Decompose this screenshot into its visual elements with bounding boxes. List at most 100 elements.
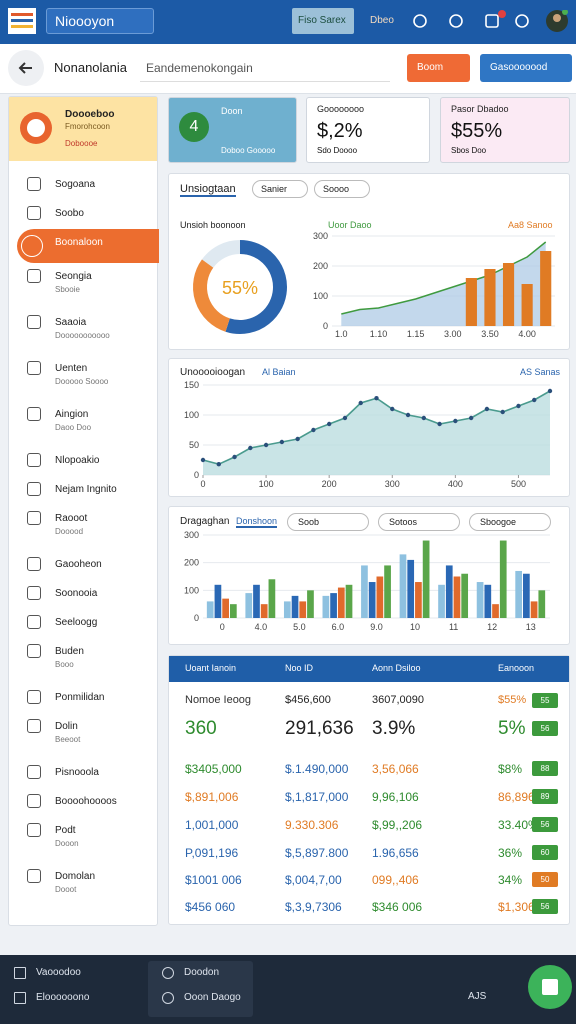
status: AJS xyxy=(468,991,487,1002)
cell: $,004,7,00 xyxy=(285,873,342,887)
decor-svg xyxy=(20,112,52,144)
footer-item[interactable]: Vaooodoo xyxy=(36,967,81,978)
nav-sub: Dooooooooooo xyxy=(55,331,110,340)
decor-circle xyxy=(27,119,45,137)
badge: 89 xyxy=(532,789,558,804)
nav-item[interactable]: Nlopoakio xyxy=(55,455,100,466)
badge: 60 xyxy=(532,845,558,860)
tab[interactable]: Donshoon xyxy=(236,516,278,528)
decor-rect xyxy=(11,25,33,28)
nav-item[interactable]: Aingion xyxy=(55,409,89,420)
stat-value: $55% xyxy=(451,120,503,142)
stat-label: Doon xyxy=(221,106,243,116)
item-icon xyxy=(27,869,41,883)
nav-item[interactable]: Saaoia xyxy=(55,317,87,328)
filter[interactable]: Sanier xyxy=(252,180,308,198)
item-icon xyxy=(21,235,43,257)
decor-rect xyxy=(11,19,33,22)
app-switcher[interactable]: Nioooyon xyxy=(46,8,154,34)
nav-item[interactable]: Uenten xyxy=(55,363,88,374)
filter[interactable]: Soooo xyxy=(314,180,370,198)
item-icon xyxy=(27,206,41,220)
nav-item[interactable]: Sogoana xyxy=(55,179,96,190)
stat-card: 4 Doon Doboo Gooooo xyxy=(168,97,297,163)
stat-note: Sdo Doooo xyxy=(317,146,358,155)
nav-item[interactable]: Dolin xyxy=(55,721,78,732)
card-subtitle: Fmorohcoon xyxy=(65,122,110,131)
cell: $.1.490,000 xyxy=(285,762,349,776)
app-name: Nioooyon xyxy=(55,13,115,29)
decor-circle xyxy=(515,14,529,28)
primary-button[interactable]: Boom xyxy=(407,54,470,82)
nav-item[interactable]: Ponmilidan xyxy=(55,692,105,703)
item-icon xyxy=(27,719,41,733)
panel-title: Dragaghan xyxy=(180,516,230,527)
nav-item[interactable]: Raooot xyxy=(55,513,88,524)
nav-item[interactable]: Boonaloon xyxy=(55,237,103,248)
badge: 88 xyxy=(532,761,558,776)
nav-item[interactable]: Buden xyxy=(55,646,84,657)
decor-circle xyxy=(562,10,568,15)
item-icon xyxy=(27,794,41,808)
cell: 3.9% xyxy=(372,718,416,739)
cell: $,5,897.800 xyxy=(285,846,349,860)
footer-icon xyxy=(162,967,174,979)
nav-item[interactable]: Soobo xyxy=(55,208,84,219)
nav-sub: Dooon xyxy=(55,839,79,848)
filter[interactable]: Soob xyxy=(287,513,369,531)
cell: $3405,000 xyxy=(185,762,242,776)
cell: 291,636 xyxy=(285,718,354,739)
item-icon xyxy=(27,453,41,467)
footer-item[interactable]: Doodon xyxy=(184,967,220,978)
nav-item[interactable]: Domolan xyxy=(55,871,96,882)
stat-card: Pasor Dbadoo $55% Sbos Doo xyxy=(440,97,570,163)
logo xyxy=(8,8,36,34)
nav-item[interactable]: Podt xyxy=(55,825,76,836)
item-icon xyxy=(27,361,41,375)
cell: $55% xyxy=(498,694,527,706)
tab[interactable]: Fiso Sarex xyxy=(292,8,354,34)
cell: 1,001,000 xyxy=(185,818,239,832)
cell: $1,306 xyxy=(498,900,535,914)
footer-item[interactable]: Ooon Daogo xyxy=(184,992,241,1003)
item-icon xyxy=(27,315,41,329)
nav-item[interactable]: Soonooia xyxy=(55,588,98,599)
table-header xyxy=(169,656,569,682)
cell: 5% xyxy=(498,718,526,739)
item-icon xyxy=(27,765,41,779)
badge: 56 xyxy=(532,899,558,914)
decor-path xyxy=(18,62,32,74)
decor-circle xyxy=(553,14,561,22)
nav-item[interactable]: Gaooheon xyxy=(55,559,102,570)
search-box[interactable]: Eandemenokongain xyxy=(140,54,390,82)
item-icon xyxy=(27,823,41,837)
nav-item[interactable]: Nejam Ingnito xyxy=(55,484,117,495)
filter[interactable]: Sotoos xyxy=(378,513,460,531)
column-header: Noo ID xyxy=(285,663,314,673)
panel-title: Unsiogtaan xyxy=(180,183,236,197)
nav-sub: Booo xyxy=(55,660,74,669)
footer-item[interactable]: Eloooooono xyxy=(36,992,90,1003)
filter[interactable]: Sboogoe xyxy=(469,513,551,531)
stat-note: Doboo Gooooo xyxy=(221,146,276,155)
nav-item[interactable]: Seongia xyxy=(55,271,92,282)
nav-item[interactable]: Pisnooola xyxy=(55,767,99,778)
cell: $346 006 xyxy=(372,900,423,914)
back-button[interactable] xyxy=(8,50,44,86)
decor-circle xyxy=(498,10,506,18)
item-icon xyxy=(27,269,41,283)
nav-item[interactable]: Seeloogg xyxy=(55,617,98,628)
decor-circle xyxy=(449,14,463,28)
stat-card: Goooooooo $,2% Sdo Doooo xyxy=(306,97,430,163)
tab[interactable]: Dbeo xyxy=(370,15,394,26)
secondary-button[interactable]: Gasooooood xyxy=(480,54,572,82)
fab[interactable] xyxy=(528,965,572,1009)
footer-icon xyxy=(14,967,26,979)
cell: Nomoe Ieoog xyxy=(185,694,252,706)
item-icon xyxy=(27,690,41,704)
nav-item[interactable]: Boooohoooos xyxy=(55,796,117,807)
decor-svg xyxy=(542,979,558,995)
cell: 3607,0090 xyxy=(372,694,424,706)
card-title: Doooeboo xyxy=(65,109,115,120)
item-icon xyxy=(27,177,41,191)
